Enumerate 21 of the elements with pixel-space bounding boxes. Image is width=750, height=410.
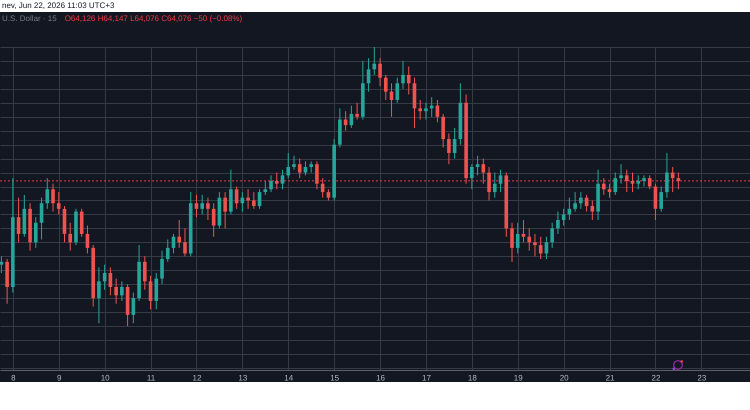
x-tick-label: 21: [606, 374, 616, 382]
x-tick-label: 10: [100, 374, 110, 382]
x-tick-label: 8: [11, 374, 16, 382]
x-tick-label: 9: [57, 374, 62, 382]
candlestick: [533, 234, 537, 256]
text: U.S. Dollar · 15: [2, 14, 57, 24]
candlestick: [522, 220, 526, 242]
text: O64,126 H64,147 L64,076 C64,076 −50 (−0.08%): [64, 14, 242, 24]
x-tick-label: 13: [238, 374, 248, 382]
x-tick-label: 15: [330, 374, 340, 382]
text: nev, Jun 22, 2026 11:03 UTC+3: [2, 1, 114, 10]
x-tick-label: 14: [284, 374, 294, 382]
x-tick-label: 16: [376, 374, 386, 382]
x-tick-label: 20: [560, 374, 570, 382]
x-tick-label: 12: [192, 374, 202, 382]
x-tick-label: 22: [651, 374, 661, 382]
x-tick-label: 19: [514, 374, 524, 382]
x-tick-label: 18: [468, 374, 478, 382]
x-tick-label: 17: [422, 374, 432, 382]
x-tick-label: 11: [146, 374, 156, 382]
x-tick-label: 23: [697, 374, 707, 382]
